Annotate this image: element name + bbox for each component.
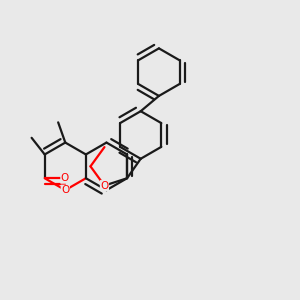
Text: O: O bbox=[100, 181, 109, 190]
Text: O: O bbox=[61, 173, 69, 183]
Text: O: O bbox=[61, 185, 69, 195]
